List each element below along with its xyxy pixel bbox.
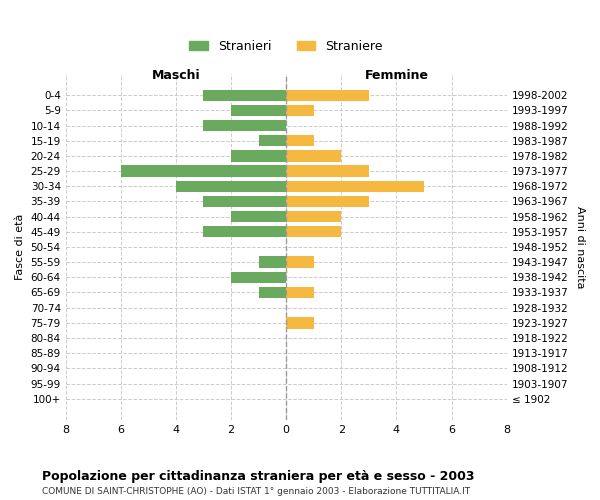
- Bar: [286, 135, 314, 146]
- Text: Maschi: Maschi: [152, 68, 200, 82]
- Bar: [121, 166, 286, 177]
- Bar: [286, 166, 369, 177]
- Bar: [231, 211, 286, 222]
- Text: Popolazione per cittadinanza straniera per età e sesso - 2003: Popolazione per cittadinanza straniera p…: [42, 470, 475, 483]
- Bar: [203, 90, 286, 101]
- Bar: [286, 211, 341, 222]
- Y-axis label: Fasce di età: Fasce di età: [15, 214, 25, 280]
- Bar: [203, 120, 286, 132]
- Bar: [286, 180, 424, 192]
- Bar: [231, 272, 286, 283]
- Bar: [286, 256, 314, 268]
- Bar: [286, 196, 369, 207]
- Bar: [203, 196, 286, 207]
- Bar: [286, 317, 314, 328]
- Bar: [176, 180, 286, 192]
- Text: COMUNE DI SAINT-CHRISTOPHE (AO) - Dati ISTAT 1° gennaio 2003 - Elaborazione TUTT: COMUNE DI SAINT-CHRISTOPHE (AO) - Dati I…: [42, 488, 470, 496]
- Bar: [286, 226, 341, 237]
- Bar: [231, 104, 286, 116]
- Bar: [231, 150, 286, 162]
- Bar: [259, 135, 286, 146]
- Bar: [286, 90, 369, 101]
- Bar: [259, 287, 286, 298]
- Legend: Stranieri, Straniere: Stranieri, Straniere: [184, 35, 388, 58]
- Bar: [286, 287, 314, 298]
- Y-axis label: Anni di nascita: Anni di nascita: [575, 206, 585, 288]
- Bar: [259, 256, 286, 268]
- Bar: [203, 226, 286, 237]
- Text: Femmine: Femmine: [364, 68, 428, 82]
- Bar: [286, 104, 314, 116]
- Bar: [286, 150, 341, 162]
